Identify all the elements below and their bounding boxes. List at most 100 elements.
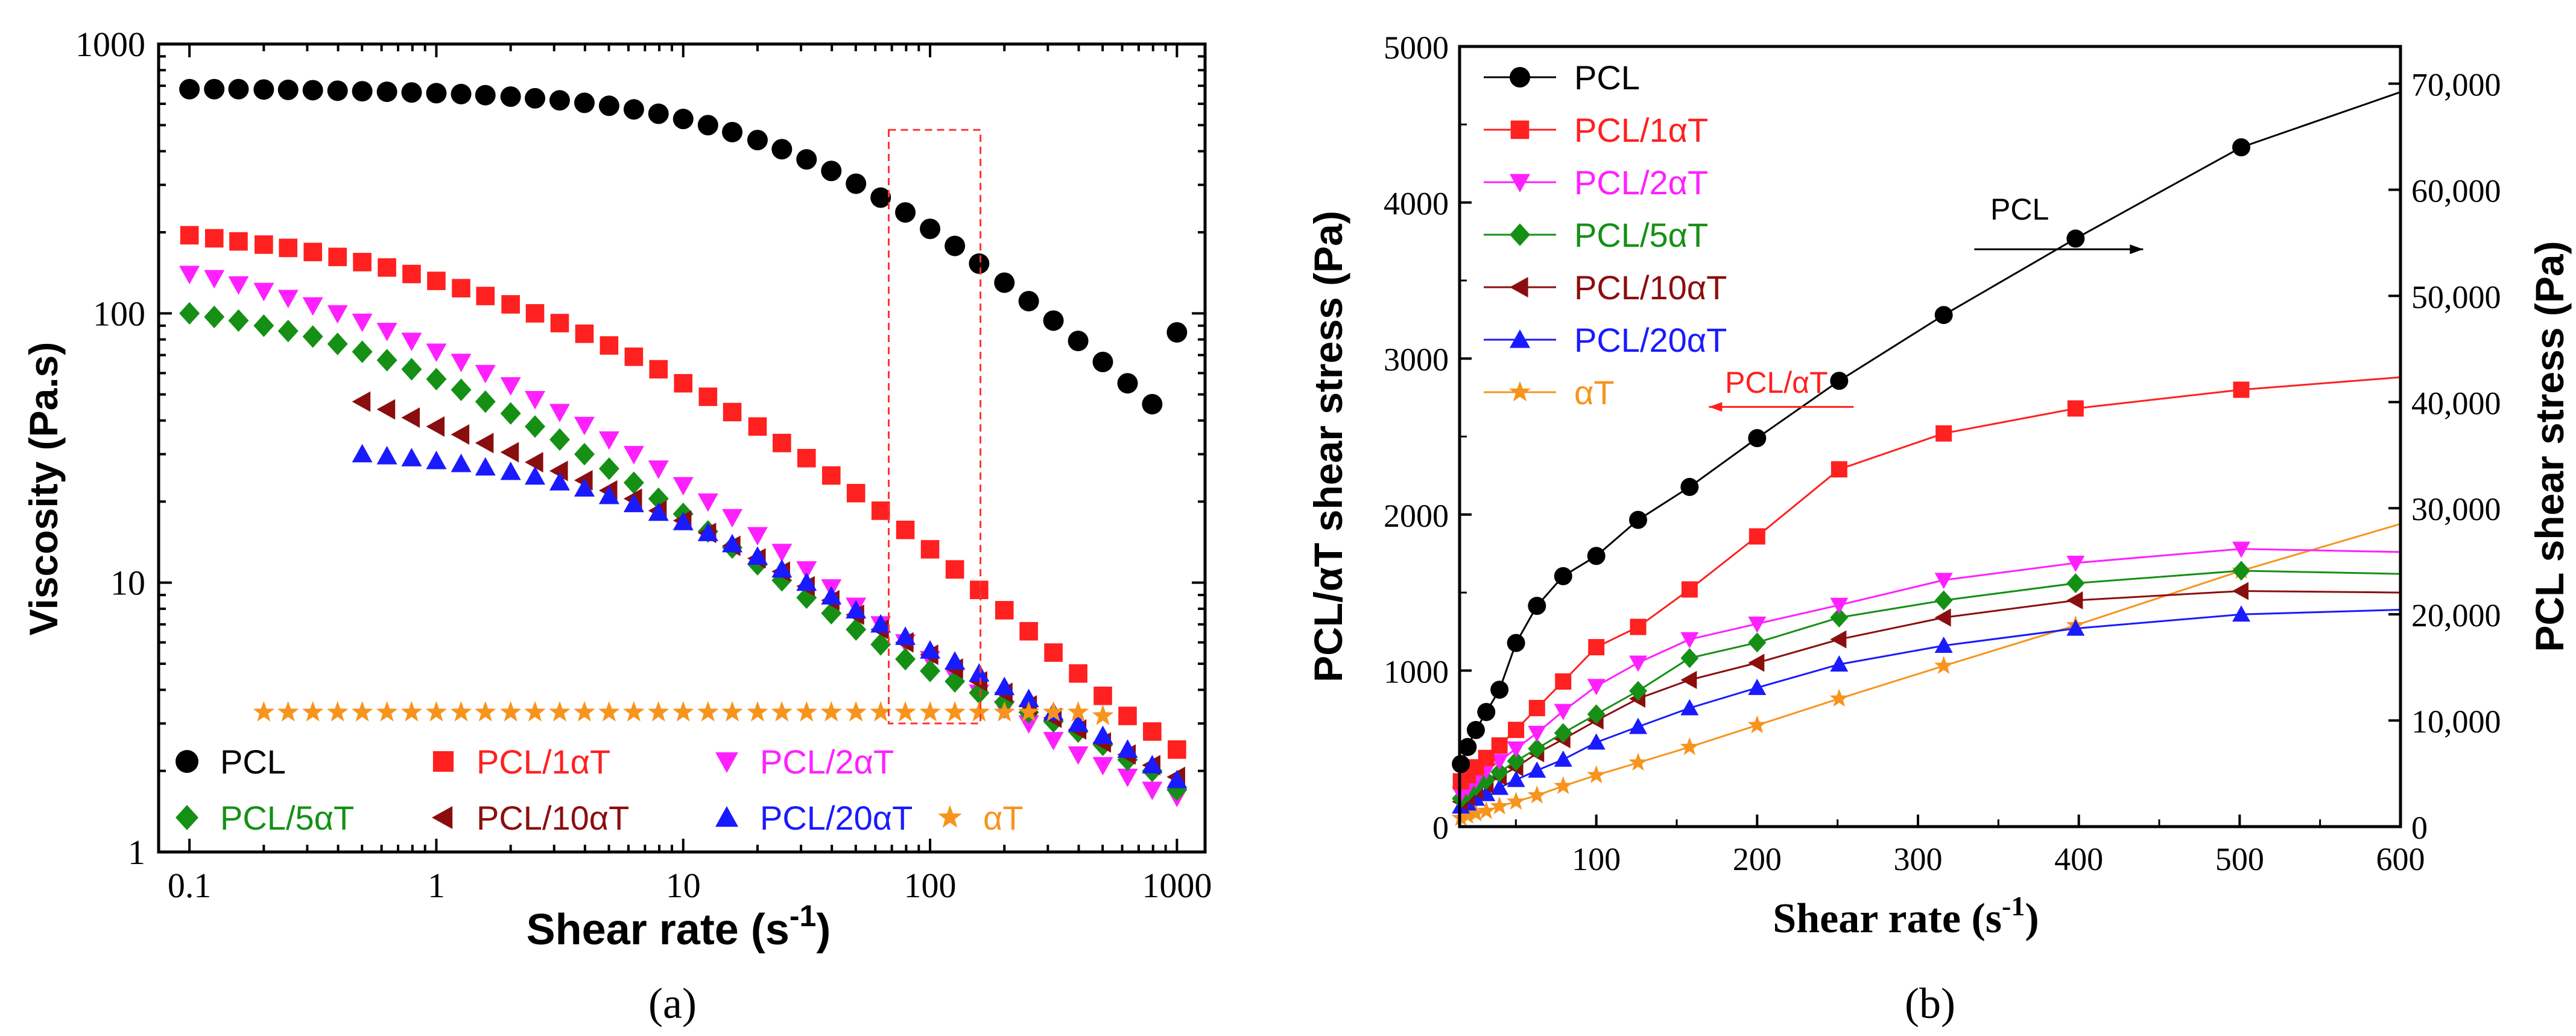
panel-b-legend: PCL PCL/1αT PCL/2αT PCL/5αT PCL/10αT PCL/20αT… <box>1484 59 1727 412</box>
point-pcl-20alphat <box>920 640 941 659</box>
y-left-tick-label: 5000 <box>1384 30 1449 66</box>
point-pcl-1alphat <box>1093 686 1112 705</box>
point-pcl-20alphat <box>598 485 619 504</box>
x-tick-label: 1 <box>428 866 445 905</box>
point-pcl <box>1043 310 1064 331</box>
series-pcl-1alphat <box>180 226 1186 759</box>
point-pcl-5alphat <box>179 302 200 325</box>
point-pcl <box>1092 351 1113 372</box>
legend-label-alphat: αT <box>983 799 1024 837</box>
point-pcl-1alphat <box>427 272 446 290</box>
point-pcl-5alphat <box>549 428 570 451</box>
series-pcl <box>179 78 1188 415</box>
point-pcl-2alphat <box>500 377 521 396</box>
point-pcl-1alphat <box>945 560 964 579</box>
legend-marker-pcl-1alphat <box>1510 120 1530 139</box>
point-pcl-1alphat <box>896 520 915 539</box>
point-pcl-1alphat <box>1069 664 1087 683</box>
point-alphat <box>1067 701 1089 722</box>
point-pcl <box>722 121 743 142</box>
point-pcl <box>1680 478 1699 497</box>
point-alphat <box>1747 715 1767 734</box>
point-pcl-10alphat <box>549 460 568 481</box>
point-pcl-20alphat <box>870 614 891 633</box>
panel-b-label: (b) <box>1905 979 1955 1028</box>
point-pcl <box>870 187 891 208</box>
point-pcl-5alphat <box>598 457 619 480</box>
point-pcl-1alphat <box>1555 673 1572 690</box>
point-pcl-5alphat <box>870 633 891 656</box>
legend-item-pcl: PCL <box>1484 59 1640 97</box>
y-right-tick-label: 30,000 <box>2411 491 2501 527</box>
legend-label-pcl-1alphat: PCL/1αT <box>476 743 610 781</box>
point-pcl-1alphat <box>328 247 347 267</box>
point-alphat <box>400 701 423 722</box>
point-pcl-1alphat <box>1491 737 1508 754</box>
point-pcl-5alphat <box>1629 681 1647 701</box>
point-pcl-2alphat <box>327 305 348 324</box>
point-pcl-5alphat <box>920 659 941 682</box>
point-pcl-1alphat <box>995 601 1014 620</box>
point-alphat <box>944 701 966 722</box>
legend-item-pcl: PCL <box>176 743 286 781</box>
legend-label-pcl: PCL <box>1574 59 1640 97</box>
point-pcl-1alphat <box>871 501 890 520</box>
x-tick-label: 500 <box>2215 841 2264 877</box>
x-tick-label: 300 <box>1894 841 1943 877</box>
point-alphat <box>351 701 373 722</box>
point-pcl <box>574 92 595 113</box>
point-pcl-20alphat <box>969 663 990 682</box>
point-pcl-10alphat <box>352 391 371 412</box>
point-pcl-1alphat <box>624 347 644 366</box>
point-pcl-5alphat <box>204 305 225 328</box>
legend-label-pcl-20alphat: PCL/20αT <box>1574 321 1727 359</box>
point-alphat <box>623 701 645 722</box>
point-pcl-20alphat <box>1629 717 1647 734</box>
point-pcl-10alphat <box>1830 630 1847 649</box>
point-pcl-5alphat <box>253 314 274 337</box>
point-pcl-5alphat <box>846 618 867 641</box>
point-pcl-5alphat <box>1587 704 1606 725</box>
point-alphat <box>993 701 1016 722</box>
x-tick-label: 400 <box>2054 841 2103 877</box>
point-pcl <box>623 99 644 120</box>
line-pcl-10alphat <box>1460 590 2401 802</box>
point-pcl-2alphat <box>1507 741 1525 758</box>
point-pcl-20alphat <box>672 512 694 530</box>
point-pcl-20alphat <box>1068 713 1089 732</box>
x-tick-label: 1000 <box>1142 866 1212 905</box>
point-pcl-5alphat <box>500 402 521 425</box>
point-pcl-1alphat <box>1508 722 1525 739</box>
point-pcl-1alphat <box>1748 528 1765 545</box>
point-pcl-5alphat <box>1680 648 1699 669</box>
point-pcl-2alphat <box>277 290 299 308</box>
legend-label-pcl-20alphat: PCL/20αT <box>760 799 913 837</box>
point-pcl <box>500 86 521 107</box>
point-pcl-1alphat <box>303 243 322 261</box>
point-pcl <box>895 202 916 223</box>
point-pcl-2alphat <box>1934 573 1953 590</box>
y-left-tick-label: 0 <box>1432 810 1449 846</box>
y-left-tick-label: 2000 <box>1384 498 1449 534</box>
point-pcl-2alphat <box>722 509 743 528</box>
legend-marker-pcl-20alphat <box>715 806 738 827</box>
point-pcl-2alphat <box>1554 704 1572 720</box>
point-pcl-20alphat <box>648 502 669 521</box>
point-alphat <box>919 701 941 722</box>
point-pcl <box>204 78 225 100</box>
point-pcl-2alphat <box>426 343 447 363</box>
point-pcl <box>969 253 990 274</box>
point-pcl-20alphat <box>401 448 422 466</box>
point-pcl-1alphat <box>773 433 791 453</box>
point-pcl <box>549 90 570 111</box>
point-pcl-20alphat <box>451 453 472 472</box>
legend-item-alphat: αT <box>938 799 1024 837</box>
point-alphat <box>549 701 571 722</box>
x-tick-label: 200 <box>1733 841 1782 877</box>
panel-a-x-axis-label-sup: -1 <box>790 899 816 933</box>
point-pcl-1alphat <box>698 387 718 406</box>
point-pcl-1alphat <box>600 336 619 355</box>
point-pcl-10alphat <box>426 416 445 437</box>
legend-label-pcl-10alphat: PCL/10αT <box>1574 269 1727 307</box>
point-pcl-2alphat <box>475 364 496 384</box>
